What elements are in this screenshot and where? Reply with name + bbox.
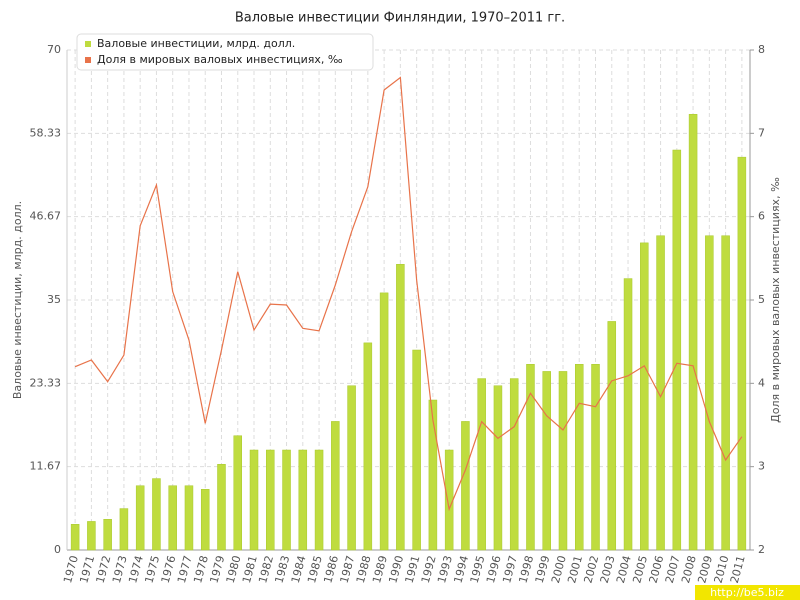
y-tick-label: 46.67	[30, 210, 62, 223]
legend-label: Валовые инвестиции, млрд. долл.	[97, 37, 295, 50]
legend-swatch	[85, 41, 91, 47]
y2-tick-label: 8	[758, 43, 765, 56]
chart-title: Валовые инвестиции Финляндии, 1970–2011 …	[235, 11, 565, 26]
bar	[184, 485, 194, 551]
bar	[379, 292, 389, 551]
bar	[266, 449, 275, 551]
y2-tick-label: 7	[758, 126, 765, 139]
bar	[200, 489, 210, 551]
y-axis-label: Валовые инвестиции, млрд. долл.	[11, 201, 24, 399]
bar	[217, 464, 226, 551]
bar	[347, 385, 356, 551]
bar	[558, 371, 568, 551]
line	[74, 76, 743, 512]
bar	[607, 321, 617, 551]
bar	[477, 378, 486, 551]
y-tick-label: 58.33	[30, 126, 62, 139]
legend-swatch	[85, 57, 91, 63]
y2-tick-label: 4	[758, 376, 765, 389]
bar	[396, 264, 405, 551]
y-tick-label: 23.33	[30, 376, 62, 389]
bar	[282, 449, 291, 551]
bar	[103, 519, 112, 551]
bar	[656, 235, 665, 551]
bar	[428, 399, 438, 551]
bar	[705, 235, 714, 551]
bar	[363, 342, 373, 551]
bar	[152, 478, 161, 551]
bar	[623, 278, 633, 551]
bar	[314, 449, 324, 551]
bar	[233, 435, 242, 551]
bar	[461, 421, 470, 551]
bar	[135, 485, 145, 551]
bar	[721, 235, 730, 551]
watermark: http://be5.biz	[710, 586, 784, 599]
bar	[575, 364, 584, 551]
legend-box	[76, 33, 374, 71]
y2-tick-label: 5	[758, 293, 765, 306]
bar	[249, 449, 259, 551]
bar	[591, 364, 600, 551]
y2-tick-label: 6	[758, 210, 765, 223]
y2-tick-label: 2	[758, 543, 765, 556]
bar	[119, 508, 129, 551]
watermark-bg	[695, 585, 800, 600]
bar	[737, 156, 747, 551]
y-tick-label: 11.67	[30, 460, 62, 473]
y2-axis-label: Доля в мировых валовых инвестициях, ‰	[769, 177, 782, 423]
bar	[542, 371, 551, 551]
bar	[688, 114, 698, 551]
y2-tick-label: 3	[758, 460, 765, 473]
bar	[168, 485, 177, 551]
bar	[509, 378, 519, 551]
bar	[70, 524, 80, 551]
bar	[87, 521, 96, 551]
bar	[493, 385, 503, 551]
legend-label: Доля в мировых валовых инвестициях, ‰	[97, 53, 343, 66]
bar	[331, 421, 340, 551]
bar	[672, 149, 682, 551]
bar	[298, 449, 308, 551]
bar	[412, 349, 421, 551]
bar	[444, 449, 454, 551]
y-tick-label: 0	[54, 543, 61, 556]
bar	[640, 242, 649, 551]
bar	[526, 364, 535, 551]
y-tick-label: 35	[47, 293, 61, 306]
y-tick-label: 70	[47, 43, 61, 56]
